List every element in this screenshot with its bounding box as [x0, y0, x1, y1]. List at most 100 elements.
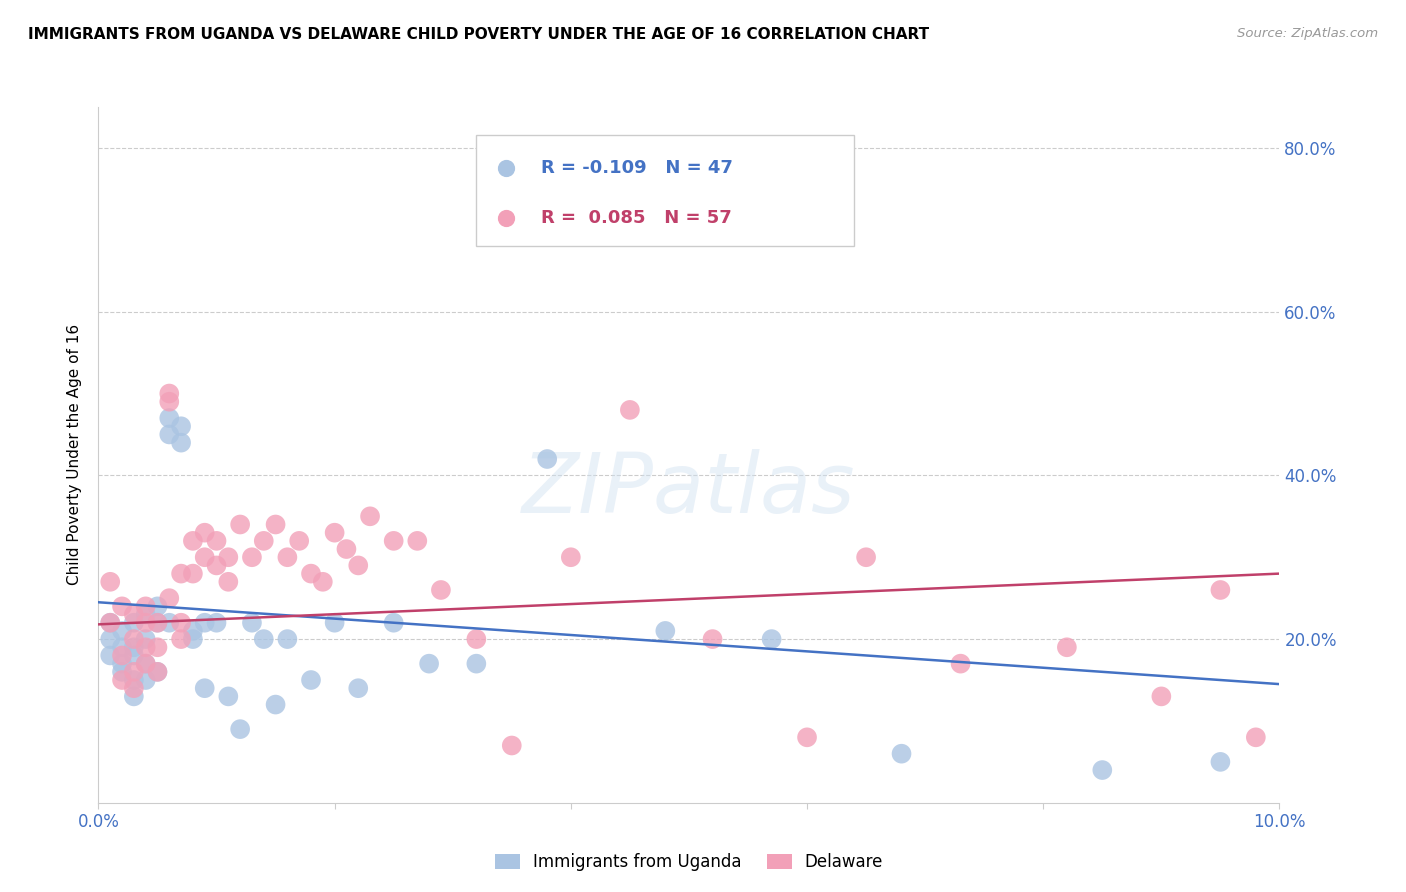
Point [335, 542, 357, 557]
Point [111, 673, 134, 687]
Point [146, 665, 169, 679]
Point [194, 550, 217, 565]
Point [157, 394, 180, 409]
Point [122, 673, 145, 687]
Point [181, 632, 204, 646]
Point [1150, 690, 1173, 704]
Point [217, 550, 239, 565]
Point [205, 533, 228, 548]
Point [98, 648, 121, 663]
Point [170, 615, 193, 630]
Point [299, 673, 322, 687]
Point [194, 681, 217, 696]
Point [111, 640, 134, 655]
Y-axis label: Child Poverty Under the Age of 16: Child Poverty Under the Age of 16 [67, 325, 83, 585]
Point [240, 615, 263, 630]
Point [1209, 582, 1232, 597]
Point [157, 411, 180, 425]
Point [146, 640, 169, 655]
Point [276, 632, 298, 646]
Point [240, 550, 263, 565]
Point [111, 665, 134, 679]
Point [98, 574, 121, 589]
Point [111, 624, 134, 638]
Point [98, 615, 121, 630]
Point [170, 632, 193, 646]
Point [135, 657, 157, 671]
Point [157, 591, 180, 606]
Point [205, 558, 228, 573]
Point [122, 648, 145, 663]
Point [323, 525, 346, 540]
Point [382, 533, 405, 548]
Point [135, 599, 157, 614]
Point [253, 533, 276, 548]
Point [323, 615, 346, 630]
Point [181, 566, 204, 581]
Point [761, 632, 783, 646]
Point [430, 582, 453, 597]
Point [194, 525, 217, 540]
Point [146, 615, 169, 630]
Point [181, 624, 204, 638]
Text: Source: ZipAtlas.com: Source: ZipAtlas.com [1237, 27, 1378, 40]
Point [288, 533, 311, 548]
Point [135, 607, 157, 622]
Point [1056, 640, 1078, 655]
Point [205, 615, 228, 630]
Point [122, 632, 145, 646]
Point [170, 566, 193, 581]
Point [299, 566, 322, 581]
Point [157, 427, 180, 442]
Point [146, 615, 169, 630]
Point [312, 574, 335, 589]
Point [122, 607, 145, 622]
Point [146, 599, 169, 614]
Point [146, 665, 169, 679]
Point [111, 657, 134, 671]
Point [98, 632, 121, 646]
Point [122, 681, 145, 696]
Point [98, 615, 121, 630]
Point [359, 509, 381, 524]
Point [181, 533, 204, 548]
Point [890, 747, 912, 761]
Point [382, 615, 405, 630]
Point [217, 690, 239, 704]
Point [855, 550, 877, 565]
Legend: Immigrants from Uganda, Delaware: Immigrants from Uganda, Delaware [488, 847, 890, 878]
Point [157, 386, 180, 401]
Point [135, 657, 157, 671]
Point [217, 574, 239, 589]
Point [536, 452, 558, 467]
Point [347, 558, 370, 573]
Point [501, 739, 523, 753]
Point [619, 403, 641, 417]
Point [135, 640, 157, 655]
Point [1209, 755, 1232, 769]
Point [170, 435, 193, 450]
FancyBboxPatch shape [477, 135, 855, 246]
Point [135, 673, 157, 687]
Point [135, 632, 157, 646]
Point [170, 419, 193, 434]
Text: IMMIGRANTS FROM UGANDA VS DELAWARE CHILD POVERTY UNDER THE AGE OF 16 CORRELATION: IMMIGRANTS FROM UGANDA VS DELAWARE CHILD… [28, 27, 929, 42]
Point [229, 517, 252, 532]
Point [194, 615, 217, 630]
Point [157, 615, 180, 630]
Point [418, 657, 440, 671]
Point [347, 681, 370, 696]
Point [122, 640, 145, 655]
Point [796, 731, 818, 745]
Point [264, 698, 287, 712]
Point [111, 648, 134, 663]
Text: R =  0.085   N = 57: R = 0.085 N = 57 [541, 210, 733, 227]
Point [406, 533, 429, 548]
Point [264, 517, 287, 532]
Point [122, 665, 145, 679]
Point [1091, 763, 1114, 777]
Point [276, 550, 298, 565]
Point [229, 722, 252, 736]
Text: ZIPatlas: ZIPatlas [522, 450, 856, 530]
Point [135, 615, 157, 630]
